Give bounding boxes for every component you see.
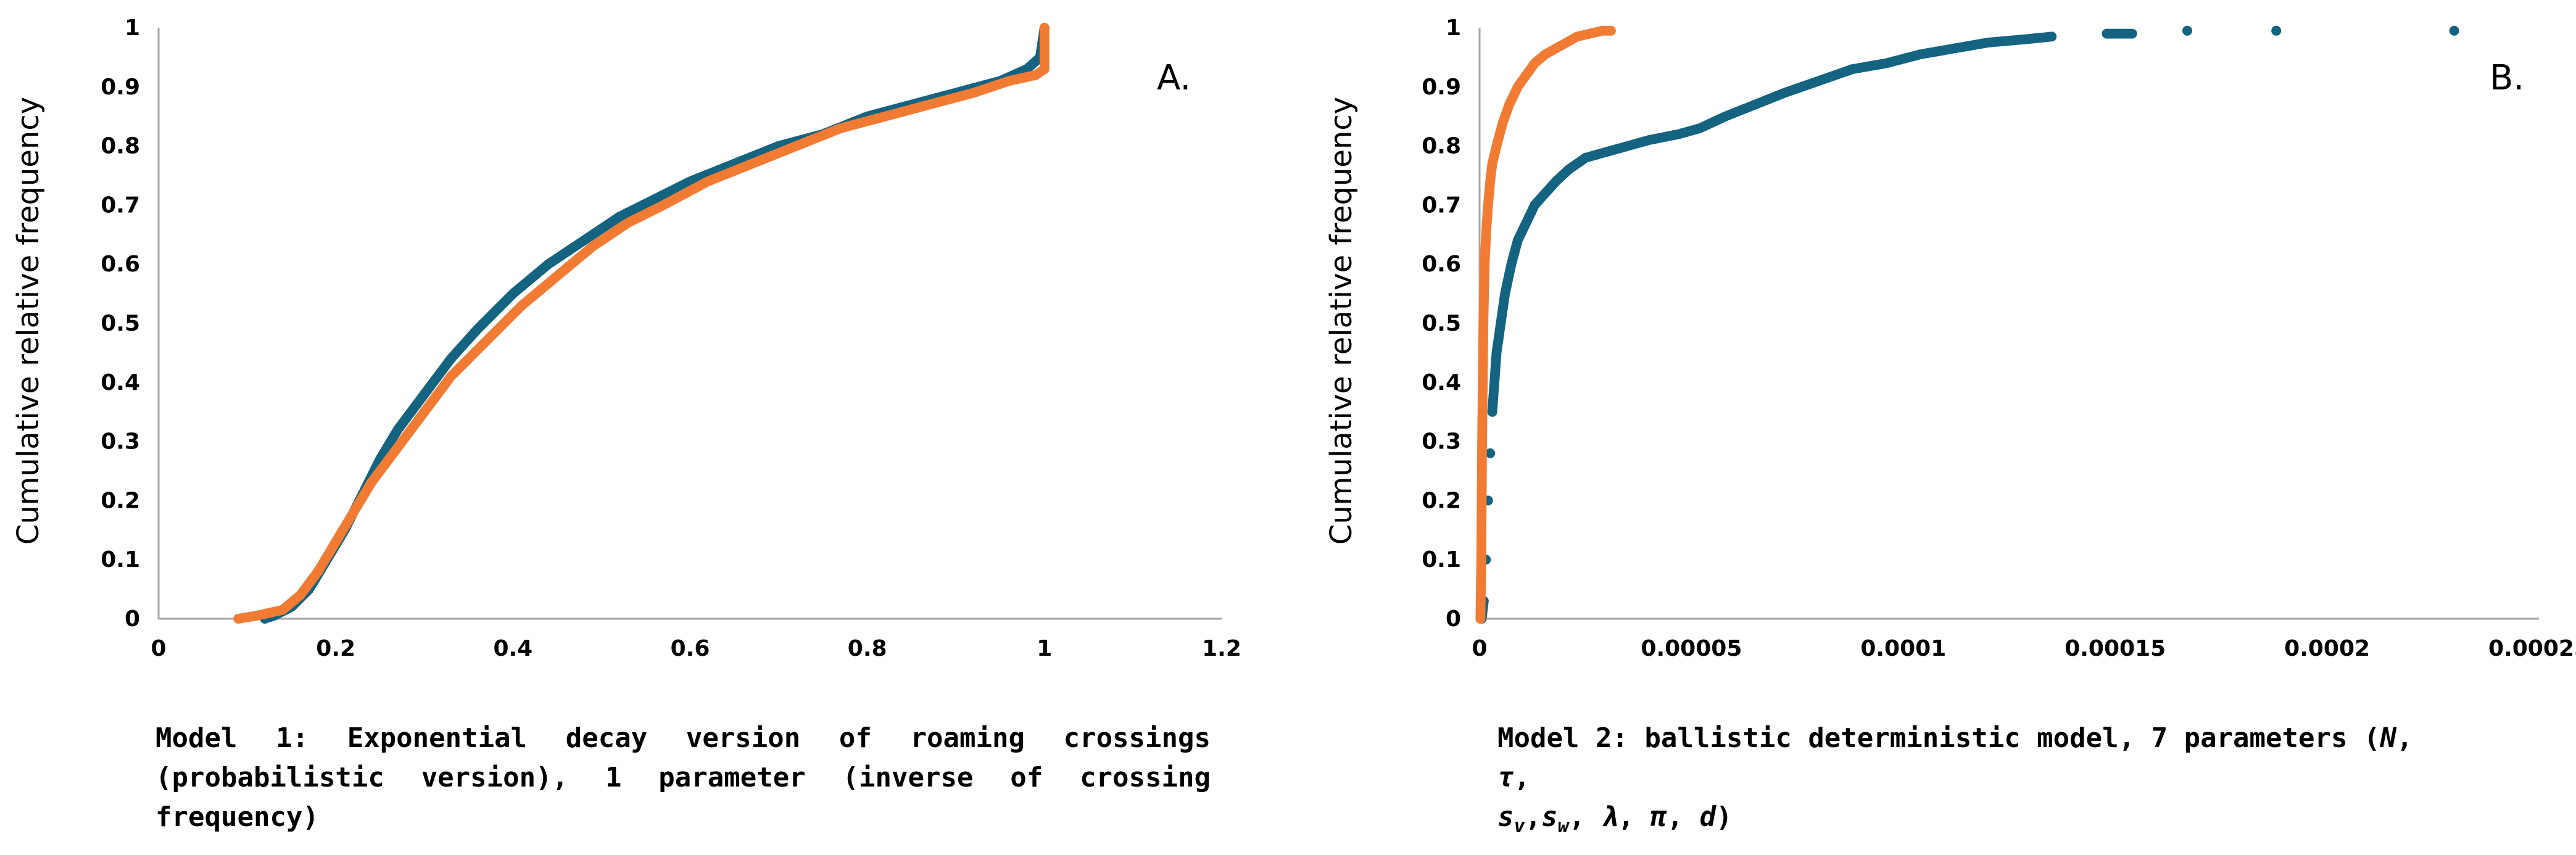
param-s: s	[1541, 801, 1558, 833]
x-tick-label: 0.4	[493, 636, 532, 661]
data-point	[1039, 23, 1050, 33]
chart-panel-b: Cumulative relative frequency B. 0 0.0000…	[1324, 15, 2576, 661]
x-tick-label: 0.2	[316, 636, 355, 661]
data-point	[2271, 25, 2282, 36]
y-tick-label: 0.4	[1422, 370, 1461, 395]
x-tick-label: 0.6	[671, 636, 710, 661]
y-tick-label: 0.3	[101, 429, 140, 455]
series-2	[233, 23, 1050, 624]
y-tick-label: 0.7	[1422, 192, 1461, 218]
x-tick-label: 0.8	[848, 636, 887, 661]
data-point	[1605, 25, 1616, 36]
param-d: d	[1699, 801, 1717, 833]
param-n: N	[2380, 722, 2396, 754]
param-s-v-sub: v	[1514, 815, 1525, 837]
y-axis-title-a: Cumulative relative frequency	[11, 97, 46, 545]
param-pi: π	[1650, 801, 1667, 833]
param-s-w-sub: w	[1557, 815, 1569, 837]
caption-b-text: Model 2: ballistic deterministic model, …	[1497, 722, 2380, 754]
y-tick-label: 0.2	[101, 488, 140, 513]
x-tick-label: 0.0001	[1860, 636, 1946, 661]
y-tick-label: 1	[125, 15, 140, 41]
x-tick-label: 0.00015	[2065, 636, 2166, 661]
caption-b-sep: ,	[2396, 722, 2413, 754]
panel-label-b: B.	[2490, 58, 2524, 98]
y-tick-label: 0.8	[101, 134, 140, 159]
caption-b-sep: ,	[1568, 801, 1602, 833]
y-tick-label: 0.3	[1422, 429, 1461, 455]
x-tick-label: 0.0002	[2284, 636, 2370, 661]
y-tick-label: 0.5	[101, 311, 140, 336]
y-tick-label: 0.1	[101, 547, 140, 572]
x-tick-label: 1	[1037, 636, 1052, 661]
y-tick-label: 0.4	[101, 370, 140, 395]
x-tick-label: 0	[151, 636, 166, 661]
y-tick-label: 0.8	[1422, 134, 1461, 159]
param-tau: τ	[1497, 762, 1514, 793]
data-point	[2127, 28, 2137, 39]
caption-b-sep: ,	[1667, 801, 1700, 833]
data-point	[2047, 31, 2057, 42]
y-tick-label: 0.6	[1422, 252, 1461, 277]
caption-b-sep: ,	[1618, 801, 1651, 833]
y-tick-label: 1	[1446, 15, 1461, 41]
y-tick-label: 0.9	[101, 75, 140, 100]
y-tick-label: 0.2	[1422, 488, 1461, 513]
y-tick-label: 0.1	[1422, 547, 1461, 572]
caption-b-sep: ,	[1525, 801, 1542, 833]
x-tick-label: 0	[1472, 636, 1487, 661]
x-tick-label: 1.2	[1202, 636, 1241, 661]
panel-label-a: A.	[1157, 58, 1191, 98]
series-2	[1475, 25, 1616, 624]
caption-b-end: )	[1716, 801, 1733, 833]
axes-a: 0 0.2 0.4 0.6 0.8 1 1.2 0 0.1 0.2 0.3 0.4 0.5 0.6 0.7 0…	[101, 15, 1241, 661]
chart-panel-a: Cumulative relative frequency A. 0 0.2 0.4…	[11, 15, 1241, 661]
series-1	[260, 23, 1050, 624]
y-axis-title-b: Cumulative relative frequency	[1324, 97, 1359, 545]
data-point	[1485, 448, 1496, 458]
data-point	[2182, 25, 2192, 36]
y-tick-label: 0	[1446, 606, 1461, 632]
y-tick-label: 0.9	[1422, 75, 1461, 100]
series-b	[1475, 25, 2459, 624]
y-tick-label: 0.5	[1422, 311, 1461, 336]
series-1	[1476, 25, 2459, 624]
param-s: s	[1497, 801, 1514, 833]
caption-a: Model 1: Exponential decay version of ro…	[155, 722, 1211, 833]
y-tick-label: 0.7	[101, 192, 140, 218]
y-tick-label: 0	[125, 606, 140, 632]
caption-b-sep: ,	[1514, 762, 1531, 793]
x-tick-label: 0.00005	[1641, 636, 1742, 661]
caption-b: Model 2: ballistic deterministic model, …	[1497, 719, 2435, 846]
x-tick-label: 0.00025	[2488, 636, 2576, 661]
param-lambda: λ	[1601, 801, 1618, 833]
series-a	[233, 23, 1050, 624]
data-point	[2449, 25, 2459, 36]
axes-b: 0 0.00005 0.0001 0.00015 0.0002 0.00025 0 0.1 0.…	[1422, 15, 2576, 661]
y-tick-label: 0.6	[101, 252, 140, 277]
